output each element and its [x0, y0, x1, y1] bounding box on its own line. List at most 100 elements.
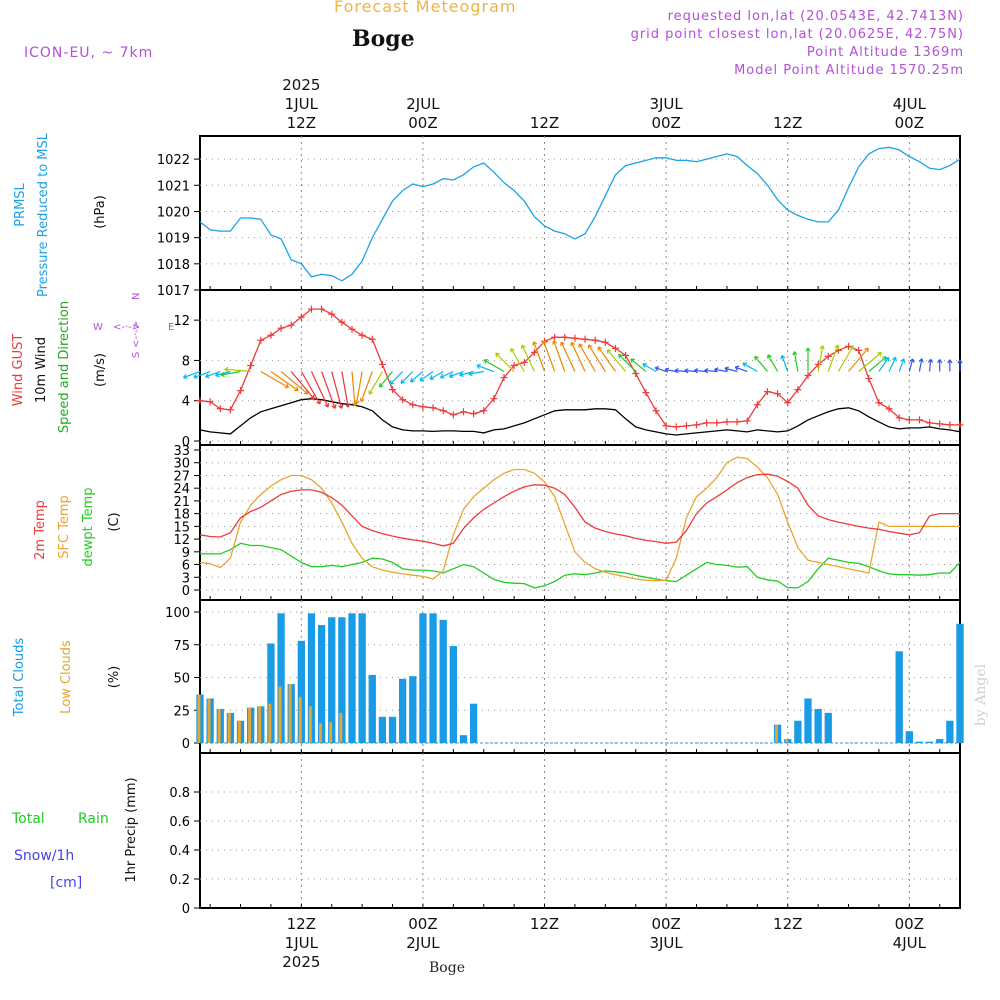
gust-point — [601, 338, 609, 346]
time-label-top: 12Z — [530, 114, 559, 132]
low-cloud-bar — [227, 712, 231, 743]
gust-point — [774, 390, 782, 398]
gust-point — [591, 336, 599, 344]
gust-point — [439, 407, 447, 415]
time-label-top: 3JUL — [649, 95, 683, 113]
wind-direction-arrow — [805, 347, 811, 372]
gust-point — [855, 346, 863, 354]
gust-point — [926, 419, 934, 427]
label-prmsl: PRMSL — [13, 182, 28, 226]
total-cloud-bar — [307, 613, 316, 743]
wind-direction-arrow — [270, 371, 299, 392]
wind-speed-line — [199, 398, 961, 436]
low-cloud-bar — [288, 684, 292, 743]
gust-point — [449, 411, 457, 419]
time-label-top: 2JUL — [406, 95, 440, 113]
low-cloud-bar — [258, 706, 262, 743]
gust-point — [500, 374, 508, 382]
label-speed-direction: Speed and Direction — [57, 301, 72, 433]
precip-panel: 0 0.2 0.4 0.6 0.8 — [169, 752, 961, 917]
gust-point — [946, 421, 954, 429]
wind-direction-arrow — [570, 341, 586, 372]
total-cloud-bar — [439, 619, 447, 743]
gust-point — [824, 352, 832, 360]
label-precip-mm: 1hr Precip (mm) — [124, 777, 139, 882]
label-rain: Rain — [78, 811, 109, 827]
gust-point — [378, 360, 386, 368]
total-cloud-bar — [338, 617, 346, 743]
y-tick-label: 0.6 — [169, 815, 190, 830]
y-tick-label: 1022 — [157, 153, 190, 168]
gust-point — [257, 336, 265, 344]
total-cloud-bar — [358, 613, 366, 743]
wind-direction-arrow — [476, 363, 495, 373]
footer-location: Boge — [429, 960, 465, 976]
total-cloud-bar — [459, 735, 468, 743]
y-tick-label: 21 — [173, 495, 190, 510]
pressure-labels: PRMSL Pressure Reduced to MSL (hPa) — [13, 132, 108, 297]
gust-point — [956, 421, 964, 429]
wind-direction-arrow — [368, 371, 383, 395]
label-gust: Wind GUST — [11, 334, 26, 407]
total-cloud-bar — [915, 741, 924, 743]
time-label-bottom: 1JUL — [285, 934, 319, 952]
wind-direction-arrow — [792, 351, 799, 372]
time-label-top: 00Z — [408, 114, 437, 132]
label-low-clouds: Low Clouds — [59, 640, 74, 714]
y-tick-label: 25 — [173, 704, 190, 719]
low-cloud-bar — [278, 686, 282, 743]
y-tick-label: 0.2 — [169, 873, 190, 888]
wind-direction-arrow — [848, 347, 869, 372]
gust-point — [895, 414, 903, 422]
low-cloud-bar — [217, 708, 221, 743]
gust-point — [622, 351, 630, 359]
gust-point — [429, 404, 437, 412]
gust-point — [723, 418, 731, 426]
time-label-top: 4JUL — [893, 95, 927, 113]
time-label-bottom: 2JUL — [406, 934, 440, 952]
label-hpa: (hPa) — [93, 195, 108, 229]
gust-point — [297, 313, 305, 321]
gust-point — [226, 406, 234, 414]
y-tick-label: 0 — [182, 435, 190, 450]
y-tick-label: 27 — [173, 469, 190, 484]
total-cloud-bar — [378, 716, 387, 743]
time-label-top: 12Z — [773, 114, 802, 132]
wind-direction-arrow — [684, 368, 697, 374]
wind-direction-arrow — [409, 371, 424, 383]
y-tick-label: 0 — [182, 902, 190, 917]
gust-point — [905, 416, 913, 424]
gust-point — [490, 395, 498, 403]
wind-direction-arrow — [606, 349, 627, 372]
gust-point — [875, 399, 883, 407]
total-cloud-bar — [429, 613, 437, 743]
time-label-bottom: 12Z — [530, 915, 559, 933]
gust-point — [763, 388, 771, 396]
label-percent: (%) — [107, 666, 122, 689]
wind-direction-arrow — [694, 368, 707, 374]
gust-point — [753, 401, 761, 409]
y-tick-label: 6 — [182, 559, 190, 574]
label-10m-wind: 10m Wind — [34, 337, 49, 403]
low-cloud-bar — [775, 724, 778, 743]
wind-direction-arrow — [542, 340, 556, 372]
gust-point — [794, 386, 802, 394]
gust-point — [307, 305, 315, 313]
time-label-bottom: 4JUL — [893, 934, 927, 952]
gust-point — [733, 418, 741, 426]
total-cloud-bar — [925, 741, 934, 743]
wind-direction-arrow — [714, 367, 728, 373]
low-cloud-bar — [319, 723, 322, 743]
y-tick-label: 30 — [173, 457, 190, 472]
wind-direction-arrow — [654, 366, 667, 373]
wind-direction-arrow — [389, 371, 404, 385]
wind-direction-arrow — [754, 355, 768, 372]
wind-direction-arrow — [578, 343, 596, 372]
wind-direction-arrow — [419, 371, 434, 382]
gust-point — [703, 419, 711, 427]
time-label-top: 00Z — [651, 114, 680, 132]
time-label-bottom: 00Z — [651, 915, 680, 933]
gust-point — [865, 375, 873, 383]
gust-point — [419, 403, 427, 411]
